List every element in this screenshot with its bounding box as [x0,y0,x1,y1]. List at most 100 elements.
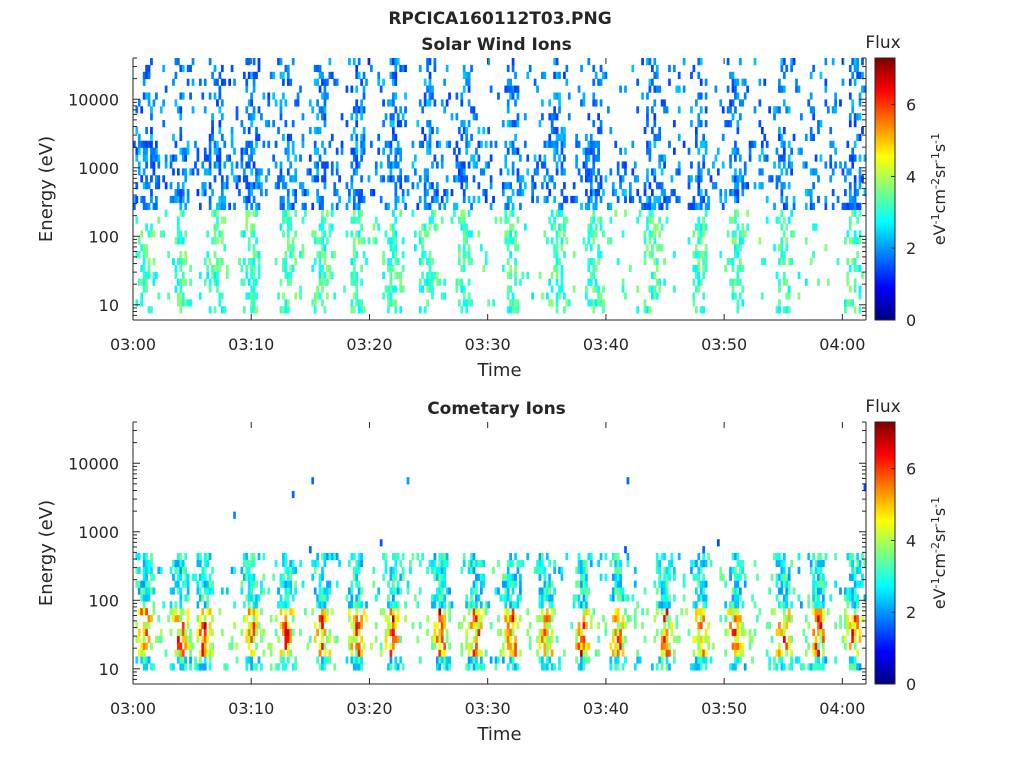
heatmap-cell [675,615,679,623]
heatmap-cell [778,106,781,114]
heatmap-cell [638,656,642,664]
heatmap-cell [267,92,271,100]
heatmap-cell [220,237,224,245]
heatmap-cell [184,168,188,176]
heatmap-cell [736,182,740,190]
heatmap-cell [582,573,586,581]
heatmap-cell [213,271,217,279]
heatmap-cell [418,621,422,630]
heatmap-cell [394,615,398,623]
heatmap-cell [812,64,815,73]
heatmap-cell [731,601,735,609]
heatmap-cell [738,559,742,568]
heatmap-cell [782,306,786,314]
heatmap-cell [479,663,483,671]
heatmap-cell [313,299,317,307]
heatmap-cell [291,237,295,245]
heatmap-cell [194,663,197,671]
heatmap-cell [181,649,185,657]
heatmap-cell [563,216,566,224]
heatmap-cell [181,628,185,637]
heatmap-cell [294,189,297,197]
heatmap-cell [514,649,517,657]
heatmap-cell [462,244,466,252]
heatmap-cell [863,594,867,602]
heatmap-cell [284,566,288,574]
heatmap-cell [616,656,620,664]
heatmap-cell [655,244,659,252]
heatmap-cell [240,587,244,595]
heatmap-cell [619,642,622,650]
heatmap-cell [580,628,583,637]
heatmap-cell [856,621,859,630]
heatmap-cell [665,216,669,224]
heatmap-cell [255,182,258,190]
heatmap-cell [465,642,469,650]
heatmap-cell [147,306,151,314]
heatmap-cell [152,278,156,286]
heatmap-cell [218,92,222,100]
heatmap-cell [247,566,251,574]
heatmap-cell [301,182,305,190]
heatmap-cell [162,64,166,73]
heatmap-cell [587,154,591,162]
heatmap-cell [238,175,241,183]
heatmap-cell [484,251,488,259]
heatmap-cell [157,175,161,183]
heatmap-cell [792,202,796,210]
heatmap-cell [255,621,258,630]
heatmap-cell [457,299,461,307]
heatmap-cell [352,278,356,286]
heatmap-cell [362,71,366,79]
heatmap-cell [389,147,393,155]
heatmap-cell [147,92,151,100]
heatmap-cell [433,601,437,609]
heatmap-cell [482,559,486,568]
heatmap-cell [844,587,847,595]
heatmap-cell [257,264,261,273]
heatmap-cell [585,244,588,252]
heatmap-cell [856,64,859,73]
heatmap-cell [506,608,510,616]
heatmap-cell [250,594,254,602]
heatmap-cell [699,566,703,574]
heatmap-cell [360,621,363,630]
heatmap-cell [389,663,393,671]
heatmap-cell [186,64,190,73]
heatmap-cell [592,78,596,86]
heatmap-cell [736,615,740,623]
y-tick-label: 10 [99,296,119,315]
heatmap-cell [748,628,752,637]
heatmap-cell [352,656,356,664]
heatmap-cell [585,559,588,568]
heatmap-cell [470,601,473,609]
heatmap-cell [702,195,706,204]
heatmap-cell [428,78,432,86]
heatmap-cell [504,202,508,210]
heatmap-cell [260,663,263,671]
heatmap-cell [853,175,857,183]
heatmap-cell [133,195,136,204]
heatmap-cell [663,649,666,657]
heatmap-cell [257,594,261,602]
heatmap-cell [206,154,210,162]
heatmap-cell [245,147,249,155]
heatmap-cell [357,559,361,568]
heatmap-cell [734,642,737,650]
heatmap-cell [240,580,244,588]
heatmap-cell [176,628,180,637]
heatmap-cell [313,237,317,245]
heatmap-cell [736,601,740,609]
heatmap-cell [438,601,442,609]
heatmap-cell [242,147,246,155]
heatmap-cell [497,559,500,568]
heatmap-cell [223,195,227,204]
heatmap-cell [235,656,239,664]
heatmap-cell [555,251,559,259]
heatmap-cell [499,649,503,657]
heatmap-cell [692,635,696,643]
heatmap-cell [841,78,845,86]
heatmap-cell [316,175,319,183]
heatmap-cell [213,209,217,217]
